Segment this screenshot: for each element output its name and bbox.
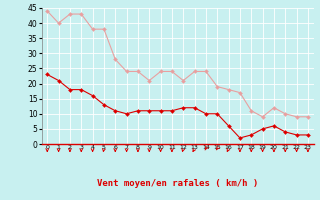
Text: Vent moyen/en rafales ( km/h ): Vent moyen/en rafales ( km/h ) <box>97 179 258 188</box>
